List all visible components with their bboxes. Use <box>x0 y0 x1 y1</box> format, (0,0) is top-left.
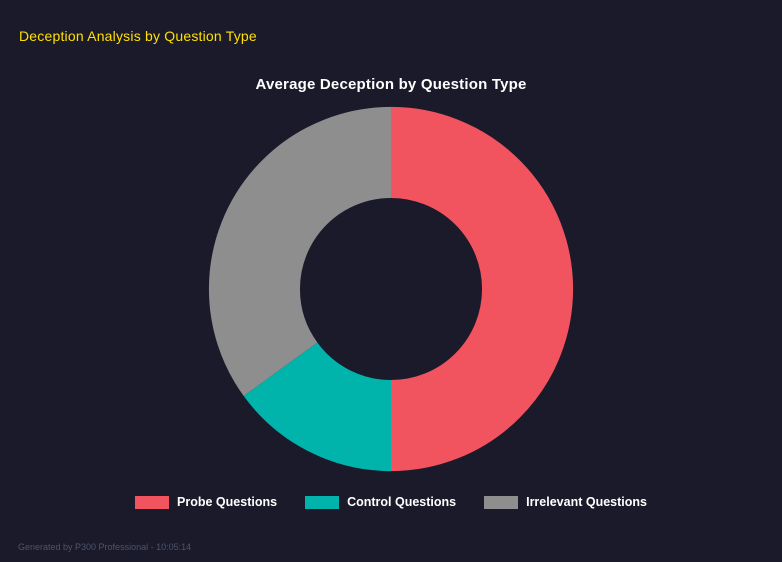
legend-swatch <box>484 495 519 509</box>
donut-chart[interactable] <box>205 103 577 475</box>
page-heading: Deception Analysis by Question Type <box>19 28 257 44</box>
legend-label: Irrelevant Questions <box>526 495 647 509</box>
footer-text: Generated by P300 Professional - 10:05:1… <box>18 542 192 552</box>
legend-item-irrelevant-questions[interactable]: Irrelevant Questions <box>484 495 647 509</box>
legend-label: Probe Questions <box>177 495 278 509</box>
chart-container: Average Deception by Question Type Probe… <box>0 76 782 509</box>
chart-legend: Probe Questions Control Questions Irreleva… <box>135 495 647 509</box>
legend-item-probe-questions[interactable]: Probe Questions <box>135 495 277 509</box>
chart-title: Average Deception by Question Type <box>255 76 527 93</box>
donut-segment-control-questions[interactable] <box>208 106 574 472</box>
legend-label: Control Questions <box>347 495 457 509</box>
legend-swatch <box>305 495 340 509</box>
legend-swatch <box>135 495 170 509</box>
legend-item-control-questions[interactable]: Control Questions <box>305 495 456 509</box>
donut-segment-irrelevant-questions[interactable] <box>208 106 574 472</box>
